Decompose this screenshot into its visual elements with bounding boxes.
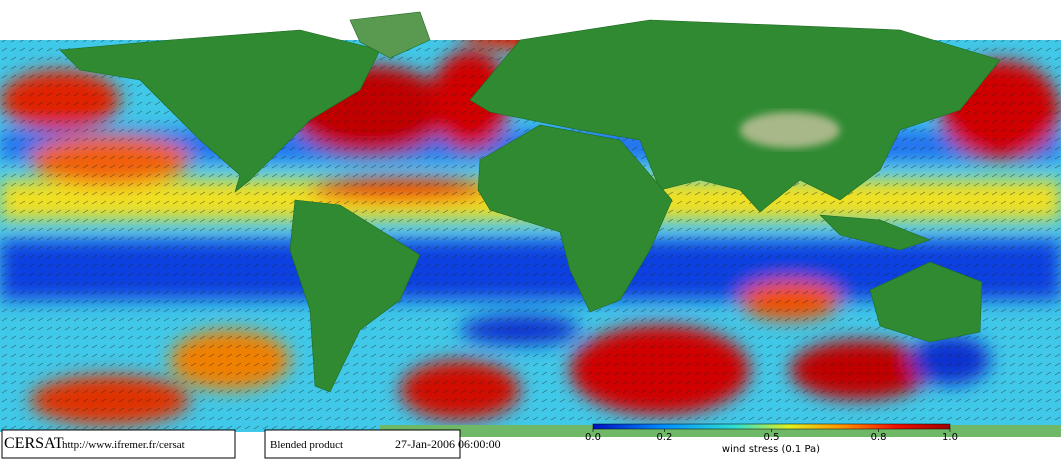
- colorbar-tick-label: 0.5: [764, 432, 780, 443]
- credit-box: [1, 429, 236, 459]
- colorbar: [592, 423, 951, 430]
- colorbar-tick-label: 0.8: [871, 432, 887, 443]
- land: [59, 11, 1061, 437]
- colorbar-label: wind stress (0.1 Pa): [722, 444, 820, 455]
- product: Blended product: [270, 439, 343, 451]
- date: 27-Jan-2006 06:00:00: [395, 437, 501, 451]
- product-box: [264, 429, 461, 459]
- colorbar-tick-label: 0.2: [656, 432, 672, 443]
- logo: CERSAT: [4, 435, 64, 452]
- footer: CERSAT http://www.ifremer.fr/cersat Blen…: [0, 423, 1061, 462]
- colorbar-tick-label: 0.0: [585, 432, 601, 443]
- colorbar-tick-label: 1.0: [942, 432, 958, 443]
- url: http://www.ifremer.fr/cersat: [62, 439, 185, 451]
